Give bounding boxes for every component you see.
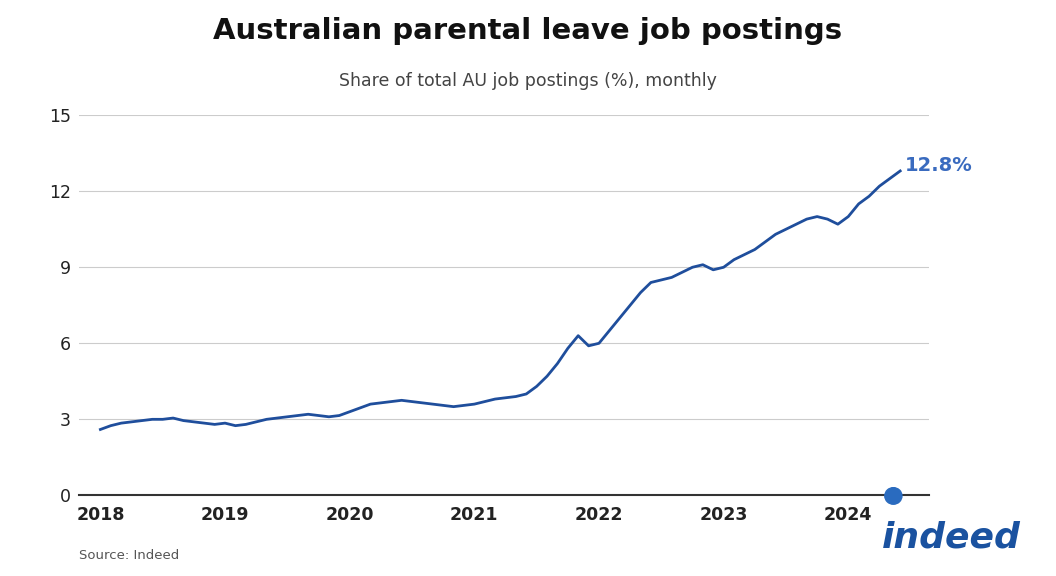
Text: Australian parental leave job postings: Australian parental leave job postings xyxy=(213,17,843,46)
Text: Source: Indeed: Source: Indeed xyxy=(79,548,180,562)
Text: 12.8%: 12.8% xyxy=(905,157,973,175)
Text: Share of total AU job postings (%), monthly: Share of total AU job postings (%), mont… xyxy=(339,72,717,90)
Circle shape xyxy=(885,488,902,504)
Text: indeed: indeed xyxy=(882,520,1021,554)
